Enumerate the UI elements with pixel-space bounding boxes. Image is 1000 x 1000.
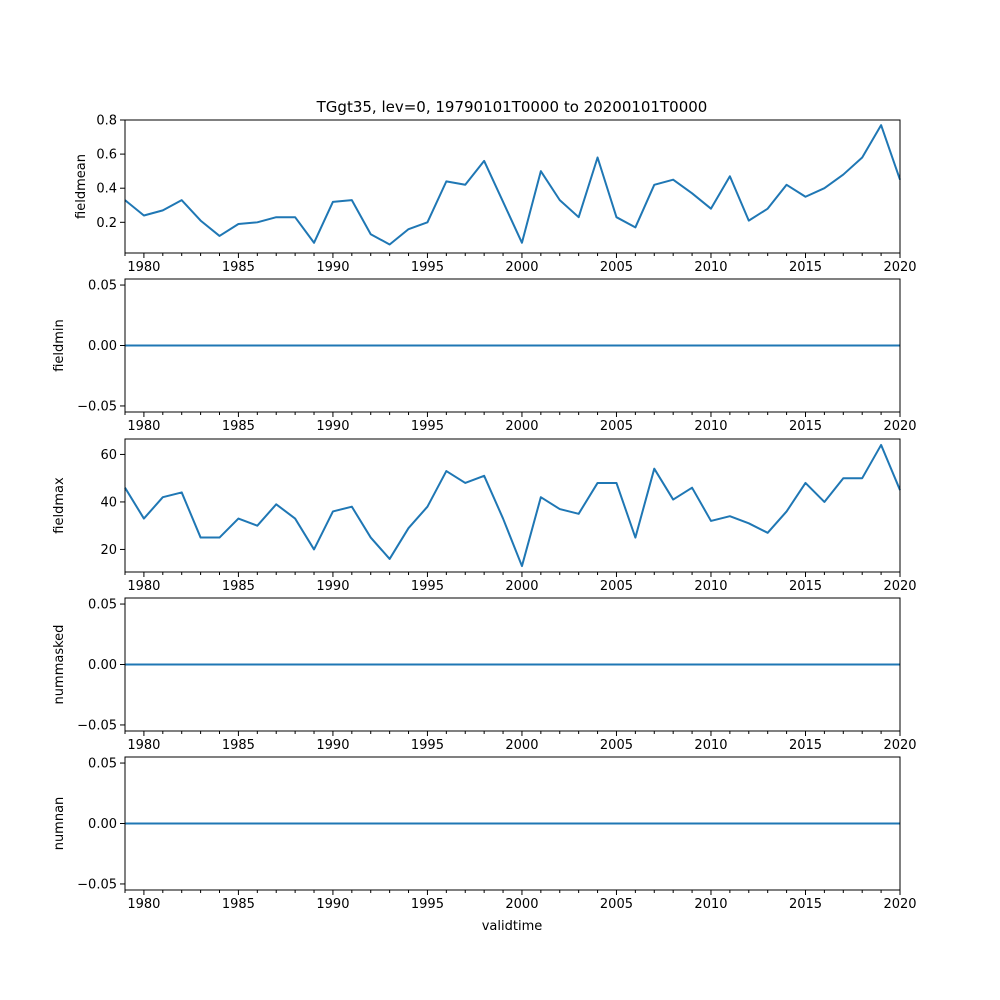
y-tick-label: 0.05 [88,598,117,613]
x-tick-label: 1995 [411,897,444,912]
y-tick-label: 0.6 [96,148,117,163]
x-tick-label: 1985 [222,579,255,594]
y-tick-label: −0.05 [77,877,117,892]
subplot-numnan: 1980 1985 1990 1995 2000 2005 2010 2015 2020 −0.0… [52,756,917,912]
x-tick-label: 2015 [789,579,822,594]
subplot-nummasked: 1980 1985 1990 1995 2000 2005 2010 2015 2020 −0.0… [52,597,917,753]
x-tick-label: 2020 [883,738,916,753]
x-tick-label: 2020 [883,897,916,912]
y-tick-label: 40 [100,495,117,510]
x-tick-label: 1980 [127,579,160,594]
x-tick-label: 1985 [222,419,255,434]
x-tick-label: 1980 [127,738,160,753]
x-tick-label: 2005 [600,738,633,753]
series-line-fieldmax [124,443,901,568]
x-axis-label: validtime [482,919,543,934]
y-axis-label-fieldmax: fieldmax [52,477,67,534]
x-tick-label: 2000 [505,260,538,275]
y-axis-label-fieldmean: fieldmean [74,154,89,219]
y-axis-label-nummasked: nummasked [52,625,67,705]
x-tick-label: 2005 [600,579,633,594]
x-tick-label: 1985 [222,260,255,275]
series-line-fieldmean [124,124,901,246]
y-tick-label: 20 [100,543,117,558]
x-tick-label: 1990 [316,738,349,753]
x-tick-label: 2005 [600,419,633,434]
x-tick-label: 1995 [411,260,444,275]
x-tick-label: 2010 [694,419,727,434]
y-tick-label: 0.00 [88,339,117,354]
axes-frame-fieldmean [124,119,901,254]
x-tick-label: 2020 [883,260,916,275]
x-tick-label: 1995 [411,579,444,594]
x-tick-label: 1990 [316,419,349,434]
x-tick-label: 1995 [411,419,444,434]
x-tick-label: 2000 [505,897,538,912]
x-tick-label: 1990 [316,897,349,912]
x-tick-label: 1995 [411,738,444,753]
y-tick-label: 0.8 [96,114,117,129]
y-tick-label: 0.05 [88,279,117,294]
y-tick-label: 0.00 [88,817,117,832]
x-tick-label: 1980 [127,419,160,434]
x-tick-label: 2010 [694,738,727,753]
subplot-fieldmax: 1980 1985 1990 1995 2000 2005 2010 2015 20202040… [52,438,917,594]
chart-title: TGgt35, lev=0, 19790101T0000 to 20200101… [316,98,708,116]
x-tick-label: 2015 [789,260,822,275]
subplot-fieldmin: 1980 1985 1990 1995 2000 2005 2010 2015 2020 −0.0… [52,278,917,434]
x-tick-label: 2005 [600,897,633,912]
subplot-stack: 1980 1985 1990 1995 2000 2005 2010 2015 2020 0.2 0… [52,114,917,913]
y-tick-label: 0.00 [88,658,117,673]
x-tick-label: 2015 [789,419,822,434]
x-tick-label: 2005 [600,260,633,275]
x-tick-label: 1990 [316,579,349,594]
x-tick-label: 2010 [694,579,727,594]
y-axis-label-numnan: numnan [52,797,67,851]
y-tick-label: 0.4 [96,182,117,197]
x-tick-label: 2015 [789,897,822,912]
x-tick-label: 2010 [694,260,727,275]
x-tick-label: 2010 [694,897,727,912]
x-tick-label: 1980 [127,260,160,275]
x-tick-label: 2000 [505,579,538,594]
x-tick-label: 1990 [316,260,349,275]
y-tick-label: −0.05 [77,399,117,414]
y-tick-label: 0.2 [96,216,117,231]
x-tick-label: 2020 [883,579,916,594]
y-tick-label: 0.05 [88,757,117,772]
axes-frame-fieldmax [124,438,901,573]
subplot-fieldmean: 1980 1985 1990 1995 2000 2005 2010 2015 2020 0.2 0… [74,114,917,276]
x-tick-label: 1980 [127,897,160,912]
y-tick-label: −0.05 [77,718,117,733]
y-axis-label-fieldmin: fieldmin [52,319,67,372]
y-tick-label: 60 [100,448,117,463]
x-tick-label: 2020 [883,419,916,434]
x-tick-label: 2015 [789,738,822,753]
x-tick-label: 2000 [505,419,538,434]
x-tick-label: 1985 [222,897,255,912]
x-tick-label: 1985 [222,738,255,753]
x-tick-label: 2000 [505,738,538,753]
